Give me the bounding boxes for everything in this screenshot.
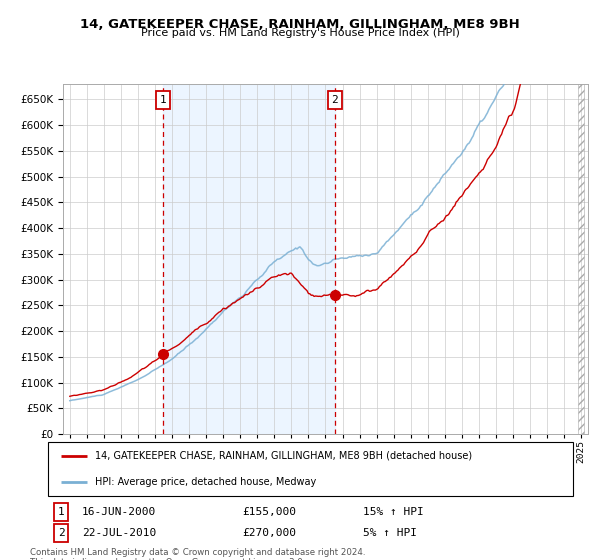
Text: £270,000: £270,000 — [242, 528, 296, 538]
Text: 2: 2 — [58, 528, 65, 538]
Text: £155,000: £155,000 — [242, 507, 296, 517]
Text: 1: 1 — [160, 95, 166, 105]
Text: HPI: Average price, detached house, Medway: HPI: Average price, detached house, Medw… — [95, 477, 317, 487]
Text: Price paid vs. HM Land Registry's House Price Index (HPI): Price paid vs. HM Land Registry's House … — [140, 28, 460, 38]
Text: 5% ↑ HPI: 5% ↑ HPI — [363, 528, 417, 538]
Text: 1: 1 — [58, 507, 65, 517]
Text: 14, GATEKEEPER CHASE, RAINHAM, GILLINGHAM, ME8 9BH: 14, GATEKEEPER CHASE, RAINHAM, GILLINGHA… — [80, 18, 520, 31]
Text: 16-JUN-2000: 16-JUN-2000 — [82, 507, 157, 517]
Text: 14, GATEKEEPER CHASE, RAINHAM, GILLINGHAM, ME8 9BH (detached house): 14, GATEKEEPER CHASE, RAINHAM, GILLINGHA… — [95, 451, 472, 461]
Text: Contains HM Land Registry data © Crown copyright and database right 2024.
This d: Contains HM Land Registry data © Crown c… — [30, 548, 365, 560]
Text: 22-JUL-2010: 22-JUL-2010 — [82, 528, 157, 538]
Bar — [163, 84, 335, 434]
Text: 2: 2 — [331, 95, 338, 105]
Text: 15% ↑ HPI: 15% ↑ HPI — [363, 507, 424, 517]
